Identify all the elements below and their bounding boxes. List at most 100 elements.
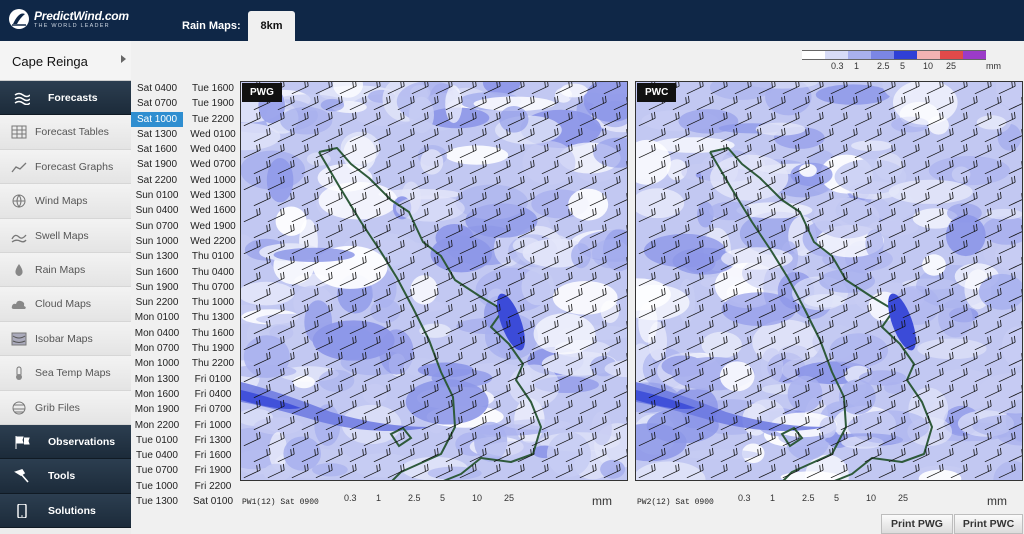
wind-barb xyxy=(579,399,597,415)
time-option[interactable]: Wed 1000 xyxy=(190,174,236,186)
wind-barb xyxy=(531,239,549,255)
sidebar-item-cloud-maps[interactable]: Cloud Maps xyxy=(0,287,131,322)
time-option[interactable]: Wed 0100 xyxy=(190,128,236,140)
time-option[interactable]: Wed 2200 xyxy=(190,235,236,247)
sidebar-item-forecast-tables[interactable]: Forecast Tables xyxy=(0,115,131,150)
sidebar-item-observations[interactable]: Observations xyxy=(0,424,131,460)
sidebar-item-sea-temp-maps[interactable]: Sea Temp Maps xyxy=(0,356,131,391)
time-option[interactable]: Thu 0100 xyxy=(191,251,235,263)
time-option[interactable]: Wed 1900 xyxy=(190,220,236,232)
time-option[interactable]: Thu 1300 xyxy=(191,312,235,324)
time-option[interactable]: Sat 0400 xyxy=(136,83,178,94)
time-option[interactable]: Tue 0400 xyxy=(136,450,178,462)
sidebar-item-forecasts[interactable]: Forecasts xyxy=(0,81,131,116)
sidebar-item-solutions[interactable]: Solutions xyxy=(0,493,131,529)
wind-barb xyxy=(483,271,501,287)
sidebar-item-swell-maps[interactable]: Swell Maps xyxy=(0,218,131,253)
time-option[interactable]: Sun 0700 xyxy=(135,220,179,232)
time-option[interactable]: Thu 2200 xyxy=(191,358,235,370)
predictwind-logo[interactable]: PredictWind.com THE WORLD LEADER xyxy=(8,6,129,32)
sidebar-item-isobar-maps[interactable]: Isobar Maps xyxy=(0,321,131,357)
legend-unit: mm xyxy=(986,61,1001,71)
map-pwg[interactable]: PWG xyxy=(240,81,628,481)
time-option[interactable]: Sat 1900 xyxy=(136,159,178,171)
time-option[interactable]: Fri 1300 xyxy=(194,434,232,446)
time-option[interactable]: Thu 1000 xyxy=(191,297,235,309)
time-option[interactable]: Fri 0100 xyxy=(194,373,232,385)
time-option[interactable]: Fri 0700 xyxy=(194,404,232,416)
sidebar-item-forecast-graphs[interactable]: Forecast Graphs xyxy=(0,149,131,185)
wind-barb xyxy=(816,319,834,335)
wind-barb xyxy=(579,111,597,127)
time-option[interactable]: Sat 0100 xyxy=(192,496,234,508)
rain-patch xyxy=(370,298,401,324)
wind-barb xyxy=(339,111,357,127)
time-option[interactable]: Mon 1300 xyxy=(134,373,180,385)
time-option[interactable]: Sat 2200 xyxy=(136,174,178,186)
rain-patch xyxy=(604,360,627,378)
wind-barb xyxy=(339,175,357,191)
sidebar-item-wind-maps[interactable]: Wind Maps xyxy=(0,184,131,219)
wind-barb xyxy=(998,239,1016,255)
time-option[interactable]: Sat 1300 xyxy=(136,128,178,140)
time-option[interactable]: Wed 0400 xyxy=(190,144,236,156)
time-option[interactable]: Fri 1900 xyxy=(194,465,232,477)
time-option[interactable]: Tue 2200 xyxy=(192,113,234,125)
time-option[interactable]: Thu 1900 xyxy=(191,343,235,355)
time-option[interactable]: Sun 0100 xyxy=(135,190,179,202)
time-option[interactable]: Tue 0100 xyxy=(136,434,178,446)
wind-barb xyxy=(253,223,271,239)
time-option[interactable]: Fri 1000 xyxy=(194,419,232,431)
map-pwc[interactable]: PWC xyxy=(635,81,1023,481)
time-option[interactable]: Sat 1000 xyxy=(131,111,183,127)
time-option[interactable]: Mon 0700 xyxy=(134,343,180,355)
time-option[interactable]: Sun 1000 xyxy=(135,235,179,247)
time-option[interactable]: Wed 0700 xyxy=(190,159,236,171)
time-option[interactable]: Fri 2200 xyxy=(194,480,232,492)
time-option[interactable]: Mon 0100 xyxy=(134,312,180,324)
time-option[interactable]: Tue 1900 xyxy=(192,98,234,110)
time-option[interactable]: Sat 1600 xyxy=(136,144,178,156)
tab-8km[interactable]: 8km xyxy=(248,11,295,41)
time-option[interactable]: Sun 1600 xyxy=(135,266,179,278)
time-option[interactable]: Mon 0400 xyxy=(134,327,180,339)
wind-barb xyxy=(613,97,627,111)
time-option[interactable]: Tue 1600 xyxy=(192,83,234,94)
time-option[interactable]: Mon 1600 xyxy=(134,388,180,400)
time-option[interactable]: Mon 1000 xyxy=(134,358,180,370)
wind-barb xyxy=(998,431,1016,447)
location-selector[interactable]: Cape Reinga xyxy=(0,41,131,81)
time-option[interactable]: Sun 1900 xyxy=(135,281,179,293)
time-option[interactable]: Thu 0400 xyxy=(191,266,235,278)
wind-barb xyxy=(531,367,549,383)
wind-barb xyxy=(373,287,391,303)
sidebar-item-grib-files[interactable]: Grib Files xyxy=(0,390,131,425)
legend-tick-label: 10 xyxy=(866,493,877,503)
wind-barb xyxy=(325,191,343,207)
time-option[interactable]: Thu 0700 xyxy=(191,281,235,293)
time-option[interactable]: Wed 1600 xyxy=(190,205,236,217)
time-option[interactable]: Sun 0400 xyxy=(135,205,179,217)
sidebar-item-tools[interactable]: Tools xyxy=(0,459,131,494)
wind-barb xyxy=(483,463,501,479)
time-option[interactable]: Mon 1900 xyxy=(134,404,180,416)
print-pwg-button[interactable]: Print PWG xyxy=(881,514,953,534)
wind-barb xyxy=(950,367,968,383)
time-option[interactable]: Tue 1000 xyxy=(136,480,178,492)
time-option[interactable]: Fri 0400 xyxy=(194,388,232,400)
time-option[interactable]: Tue 1300 xyxy=(136,496,178,508)
time-option[interactable]: Thu 1600 xyxy=(191,327,235,339)
wind-barb xyxy=(315,175,333,191)
time-option[interactable]: Sun 1300 xyxy=(135,251,179,263)
time-option[interactable]: Fri 1600 xyxy=(194,450,232,462)
print-pwc-button[interactable]: Print PWC xyxy=(954,514,1023,534)
time-option[interactable]: Mon 2200 xyxy=(134,419,180,431)
wind-barb xyxy=(648,127,666,143)
sidebar-item-rain-maps[interactable]: Rain Maps xyxy=(0,252,131,288)
time-option[interactable]: Tue 0700 xyxy=(136,465,178,477)
wind-barb xyxy=(421,95,439,111)
wind-barb xyxy=(768,415,786,431)
time-option[interactable]: Sat 0700 xyxy=(136,98,178,110)
time-option[interactable]: Sun 2200 xyxy=(135,297,179,309)
time-option[interactable]: Wed 1300 xyxy=(190,190,236,202)
